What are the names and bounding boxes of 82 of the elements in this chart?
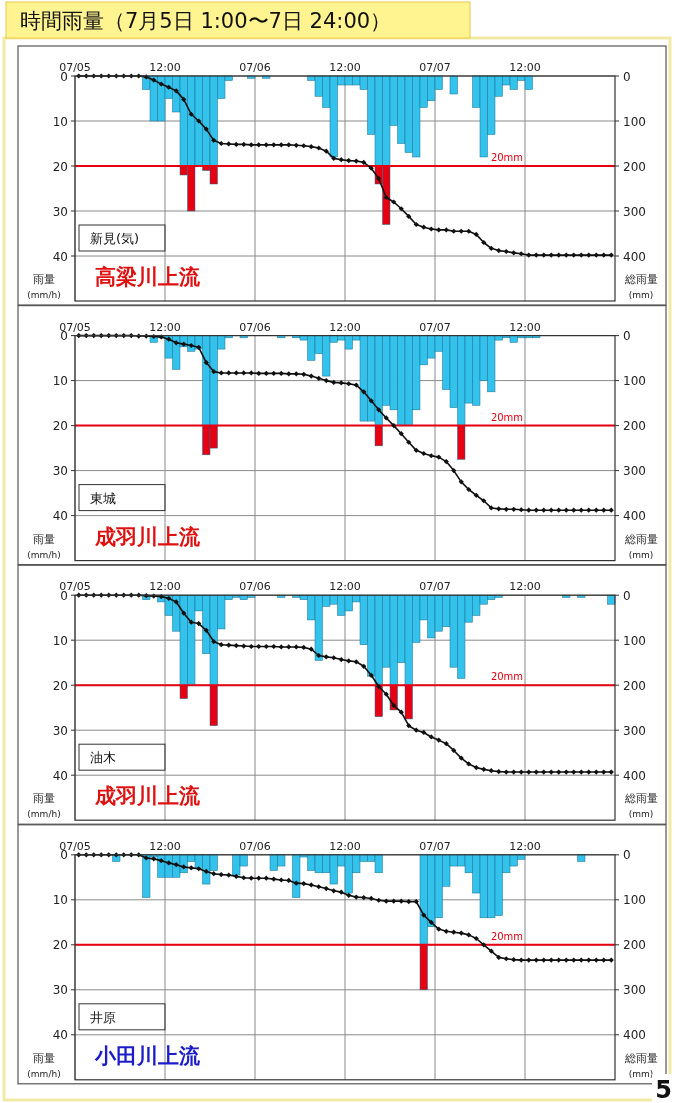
annotation: 井原: [90, 1009, 116, 1025]
annotation: 成羽川上流: [94, 524, 201, 549]
y2-tick-label: 400: [623, 249, 646, 264]
y-axis-title: 雨量 (mm/h): [27, 532, 61, 560]
y2-tick-label: 200: [623, 419, 646, 434]
y-tick-label: 20: [52, 159, 68, 174]
x-tick-label: 07/07: [419, 61, 451, 74]
x-tick-label: 07/07: [419, 839, 451, 853]
x-tick-label: 12:00: [329, 580, 361, 594]
ref-line-label: 20mm: [490, 930, 524, 942]
y-tick-label: 10: [52, 114, 68, 129]
y2-axis-title: 総雨量 (mm): [623, 273, 658, 300]
y-tick-label: 20: [52, 419, 68, 434]
x-tick-label: 12:00: [329, 61, 361, 74]
annotation: 新見(気): [90, 231, 140, 246]
y2-tick-label: 300: [623, 464, 646, 479]
x-tick-label: 07/06: [239, 580, 271, 594]
y-tick-label: 30: [52, 983, 68, 998]
x-tick-label: 12:00: [509, 839, 541, 853]
bar: [577, 854, 586, 862]
ref-line-label: 20mm: [490, 411, 524, 423]
x-tick-label: 07/06: [239, 61, 271, 74]
y2-tick-label: 0: [623, 329, 631, 344]
y-tick-label: 10: [52, 633, 68, 648]
y2-tick-label: 200: [623, 678, 646, 693]
text: 5: [655, 1076, 672, 1103]
y2-axis-title: 総雨量 (mm): [623, 792, 658, 820]
y-tick-label: 10: [52, 374, 68, 389]
annotation: 油木: [90, 750, 116, 766]
ref-line-label: 20mm: [490, 152, 524, 163]
chart-title: 時間雨量（7月5日 1:00〜7日 24:00）: [20, 9, 392, 33]
annotation: 東城: [90, 490, 116, 506]
x-tick-label: 12:00: [329, 320, 361, 334]
y2-tick-label: 0: [623, 69, 631, 84]
annotation: 小田川上流: [94, 1043, 201, 1068]
y2-tick-label: 100: [623, 114, 646, 129]
bar: [449, 75, 458, 95]
x-tick-label: 07/06: [239, 839, 271, 853]
y2-tick-label: 0: [623, 848, 631, 863]
y-tick-label: 20: [52, 678, 68, 693]
y2-tick-label: 300: [623, 204, 646, 219]
y-tick-label: 20: [52, 938, 68, 953]
y2-tick-label: 200: [623, 159, 646, 174]
bar: [277, 335, 286, 339]
x-tick-label: 12:00: [329, 839, 361, 853]
y2-tick-label: 400: [623, 509, 646, 524]
y2-tick-label: 400: [623, 768, 646, 783]
y-axis-title: 雨量 (mm/h): [27, 792, 61, 820]
y-tick-label: 40: [52, 249, 68, 264]
x-tick-label: 12:00: [149, 61, 181, 74]
x-tick-label: 07/07: [419, 320, 451, 334]
y2-tick-label: 200: [623, 938, 646, 953]
y2-tick-label: 100: [623, 893, 646, 908]
x-tick-label: 12:00: [509, 61, 541, 74]
x-tick-label: 07/06: [239, 320, 271, 334]
x-tick-label: 12:00: [509, 320, 541, 334]
y-tick-label: 40: [52, 1028, 68, 1043]
y-tick-label: 40: [52, 509, 68, 524]
x-tick-label: 12:00: [149, 320, 181, 334]
y2-axis-title: 総雨量 (mm): [623, 1051, 658, 1079]
annotation: 成羽川上流: [94, 784, 201, 809]
y-tick-label: 30: [52, 204, 68, 219]
bar: [239, 335, 248, 339]
x-tick-label: 12:00: [509, 580, 541, 594]
y2-tick-label: 100: [623, 374, 646, 389]
y-tick-label: 30: [52, 723, 68, 738]
y-tick-label: 40: [52, 768, 68, 783]
x-tick-label: 12:00: [149, 839, 181, 853]
x-tick-label: 07/07: [419, 580, 451, 594]
y2-tick-label: 300: [623, 983, 646, 998]
y-axis-title: 雨量 (mm/h): [27, 1051, 61, 1079]
y-tick-label: 10: [52, 893, 68, 908]
y2-tick-label: 400: [623, 1028, 646, 1043]
y2-axis-title: 総雨量 (mm): [623, 532, 658, 560]
y-axis-title: 雨量 (mm/h): [27, 273, 61, 300]
y2-tick-label: 0: [623, 588, 631, 603]
ref-line-label: 20mm: [490, 671, 524, 683]
x-tick-label: 12:00: [149, 580, 181, 594]
y2-tick-label: 100: [623, 633, 646, 648]
y-tick-label: 30: [52, 464, 68, 479]
annotation: 高梁川上流: [95, 265, 201, 289]
y2-tick-label: 300: [623, 723, 646, 738]
